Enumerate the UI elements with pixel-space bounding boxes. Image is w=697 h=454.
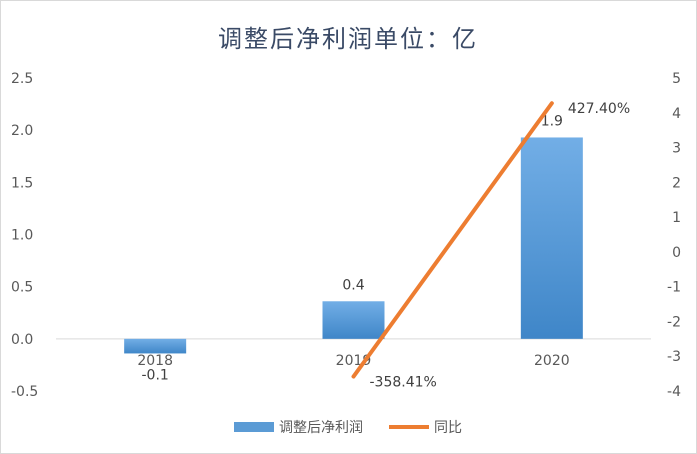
x-tick-label: 2018 (137, 353, 173, 369)
y-left-tick-label: 1.5 (11, 175, 33, 191)
y-right-tick-label: 3 (672, 141, 681, 157)
line-data-label: -358.41% (370, 375, 437, 391)
bar (322, 301, 385, 339)
y-right-tick-label: -3 (667, 349, 681, 365)
y-right-tick-label: 0 (672, 245, 681, 261)
x-tick-label: 2020 (534, 353, 570, 369)
y-left-tick-label: 0.5 (11, 280, 33, 296)
legend: 调整后净利润 同比 (234, 420, 462, 436)
y-right-tick-label: 1 (672, 210, 681, 226)
line-data-label: 427.40% (568, 101, 630, 117)
plot-area: -0.5 0.0 0.5 1.0 1.5 2.0 2.5 -4 -3 -2 -1 0 1 2 3 4 5 2018… (11, 71, 681, 400)
line-series (351, 101, 554, 379)
legend-swatch-bar (234, 422, 274, 432)
y-left-tick-label: 2.0 (11, 123, 33, 139)
y-right-tick-label: 5 (672, 71, 681, 87)
y-right-tick-label: -4 (667, 384, 681, 400)
bar (124, 338, 187, 354)
y-right-tick-label: -2 (667, 314, 681, 330)
y-right-tick-label: 2 (672, 175, 681, 191)
bar-data-label: 0.4 (342, 277, 364, 293)
y-left-tick-label: -0.5 (11, 384, 38, 400)
y-left-tick-label: 1.0 (11, 228, 33, 244)
chart-title: 调整后净利润单位：亿 (218, 25, 478, 53)
y-right-tick-label: -1 (667, 280, 681, 296)
y-left-tick-label: 2.5 (11, 71, 33, 87)
bar-data-label: 1.9 (541, 113, 563, 129)
bar (520, 137, 583, 339)
legend-label-line: 同比 (434, 420, 462, 436)
bar-data-label: -0.1 (142, 367, 169, 383)
y-left-tick-label: 0.0 (11, 332, 33, 348)
y-right-tick-label: 4 (672, 106, 681, 122)
legend-label-bar: 调整后净利润 (279, 420, 363, 436)
